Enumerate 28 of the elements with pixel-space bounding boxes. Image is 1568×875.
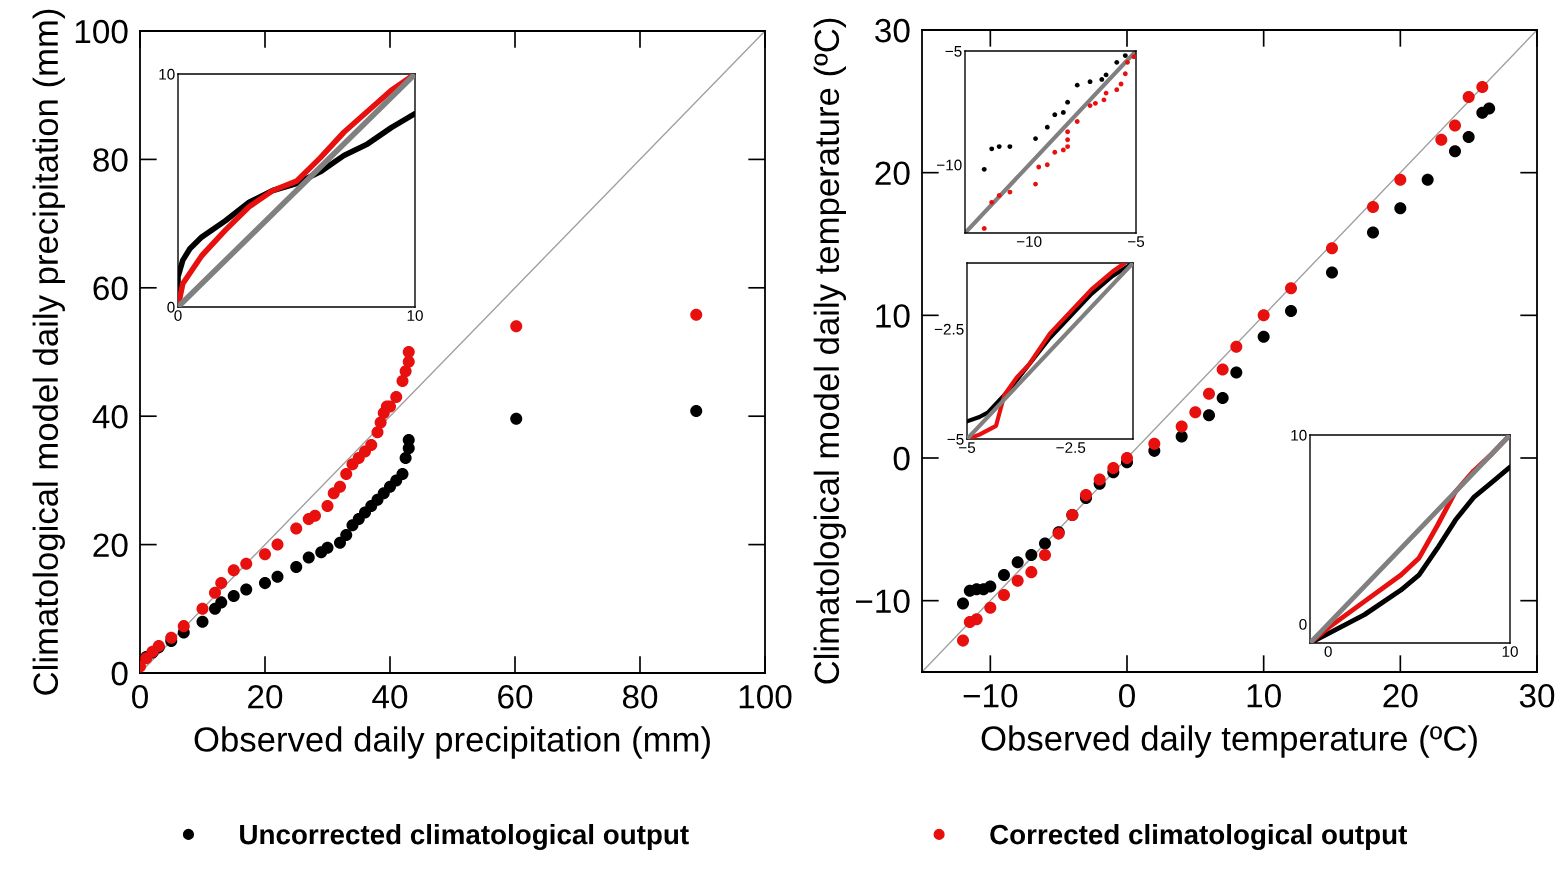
y-tick-label: −2.5 bbox=[934, 323, 964, 335]
x-tick-label: 0 bbox=[1119, 683, 1135, 708]
x-tick-label: 10 bbox=[1247, 683, 1281, 708]
y-axis-title: Climatological model daily precipitation (mm) bbox=[32, 9, 65, 695]
x-axis-title: Observed daily temperature (ºC) bbox=[981, 725, 1477, 758]
y-tick-label: 30 bbox=[875, 18, 910, 43]
y-tick-label: 20 bbox=[875, 161, 910, 186]
x-tick-label: 20 bbox=[248, 684, 283, 709]
y-tick-label: −5 bbox=[945, 46, 962, 57]
x-tick-label: 20 bbox=[1383, 683, 1418, 708]
y-tick-label: −10 bbox=[855, 589, 910, 614]
y-tick-label: −10 bbox=[937, 159, 962, 171]
x-tick-label: 100 bbox=[739, 684, 792, 709]
y-tick-label: 40 bbox=[92, 405, 128, 429]
y-tick-label: 20 bbox=[93, 533, 128, 558]
x-tick-label: −10 bbox=[963, 683, 1018, 708]
x-tick-label: 30 bbox=[1519, 683, 1555, 708]
y-tick-label: 60 bbox=[93, 276, 128, 301]
x-tick-label: 0 bbox=[132, 684, 148, 709]
legend-label: Uncorrected climatological output bbox=[240, 823, 689, 850]
x-tick-label: 40 bbox=[372, 684, 408, 709]
y-tick-label: 80 bbox=[93, 148, 128, 172]
x-axis-title: Observed daily precipitation (mm) bbox=[194, 726, 710, 759]
legend-label: Corrected climatological output bbox=[990, 823, 1408, 850]
y-axis-title: Climatological model daily temperature (ºC) bbox=[813, 18, 847, 684]
x-tick-label: 60 bbox=[498, 684, 533, 709]
x-tick-label: 80 bbox=[622, 684, 658, 709]
y-tick-label: 100 bbox=[75, 19, 128, 44]
